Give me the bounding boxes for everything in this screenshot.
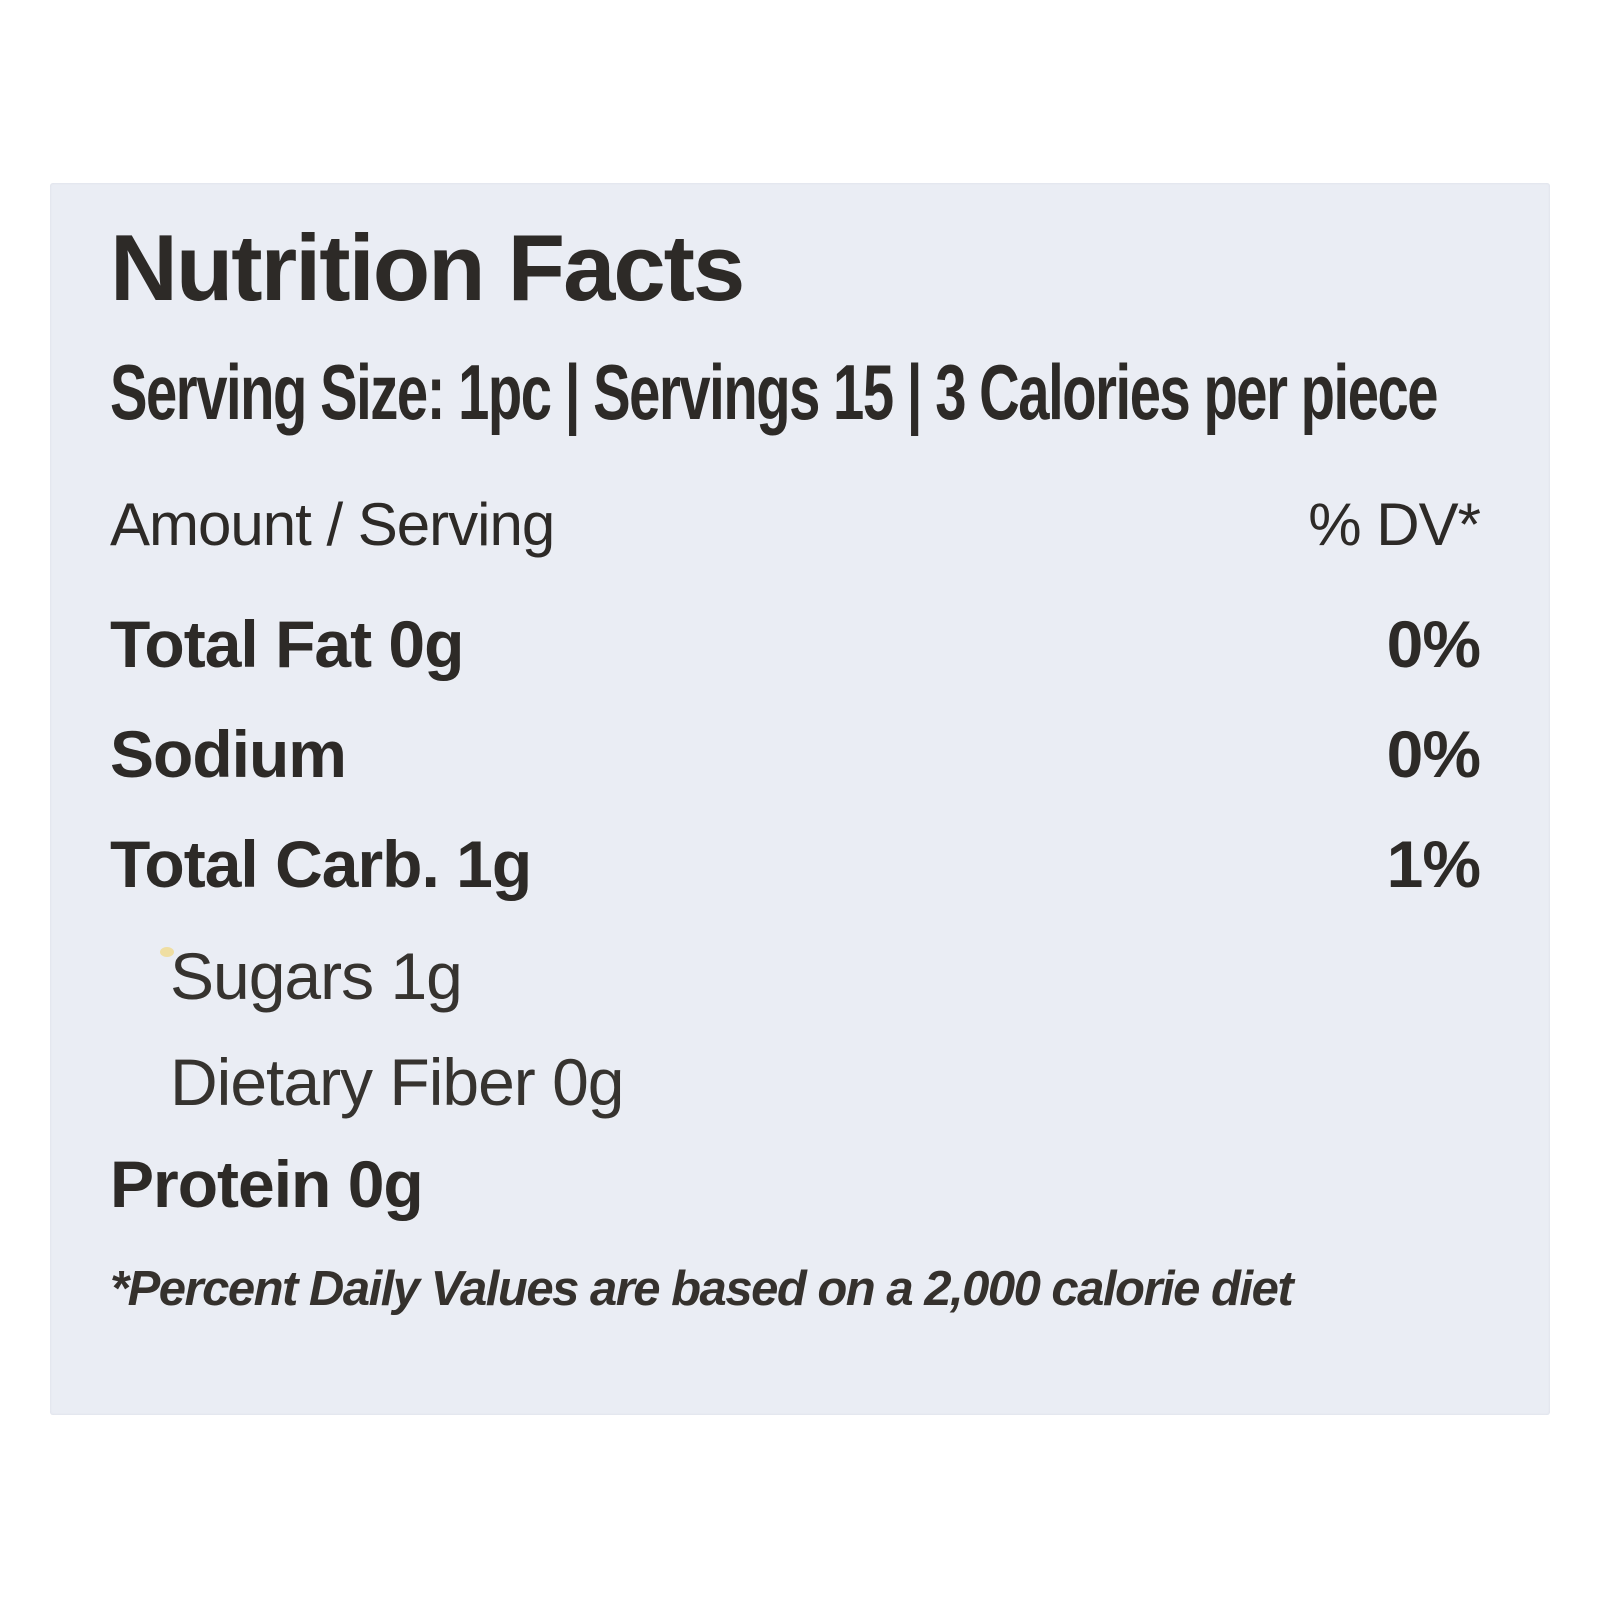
label-title: Nutrition Facts — [110, 215, 745, 320]
nutrient-name: Sodium — [110, 717, 347, 791]
nutrient-row-protein: Protein 0g — [110, 1151, 1480, 1217]
nutrition-facts-label: Nutrition Facts Serving Size: 1pc | Serv… — [50, 183, 1550, 1415]
percent-dv-header: % DV* — [1308, 491, 1481, 558]
nutrient-dv: 0% — [1386, 607, 1481, 681]
nutrient-row-total-fat: Total Fat 0g 0% — [110, 607, 1481, 681]
nutrient-name: Protein 0g — [110, 1147, 424, 1221]
nutrient-row-sugars: Sugars 1g — [110, 943, 1480, 1009]
nutrient-name: Total Fat 0g — [110, 607, 464, 681]
daily-values-footnote: *Percent Daily Values are based on a 2,0… — [110, 1262, 1294, 1316]
print-artifact-speck — [160, 947, 174, 957]
nutrient-dv: 0% — [1386, 717, 1481, 791]
nutrient-name: Dietary Fiber 0g — [170, 1045, 625, 1119]
amount-serving-header-row: Amount / Serving % DV* — [110, 491, 1481, 558]
amount-serving-header: Amount / Serving — [110, 491, 555, 558]
nutrient-row-dietary-fiber: Dietary Fiber 0g — [110, 1049, 1480, 1115]
nutrient-dv: 1% — [1386, 827, 1481, 901]
nutrient-name: Sugars 1g — [170, 939, 463, 1013]
nutrient-row-total-carb: Total Carb. 1g 1% — [110, 827, 1481, 901]
nutrient-row-sodium: Sodium 0% — [110, 717, 1481, 791]
nutrient-name: Total Carb. 1g — [110, 827, 532, 901]
serving-size-line: Serving Size: 1pc | Servings 15 | 3 Calo… — [110, 348, 1439, 436]
